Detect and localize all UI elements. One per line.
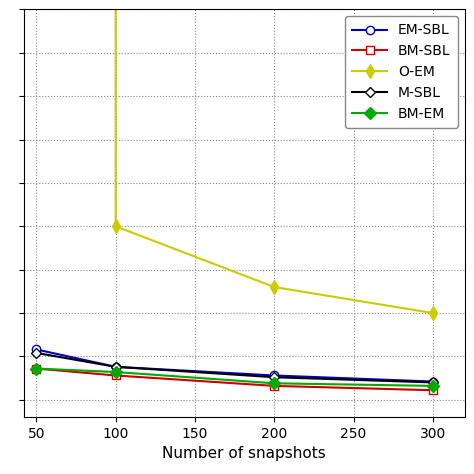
BM-EM <box>272 381 277 386</box>
BM-EM <box>430 383 436 389</box>
O-EM <box>113 223 118 229</box>
EM-SBL <box>272 373 277 378</box>
M-SBL <box>272 374 277 380</box>
EM-SBL <box>430 379 436 384</box>
EM-SBL <box>34 346 39 352</box>
O-EM <box>272 284 277 290</box>
M-SBL <box>430 380 436 385</box>
Line: M-SBL: M-SBL <box>33 349 436 386</box>
Line: O-EM: O-EM <box>32 0 438 318</box>
Line: BM-EM: BM-EM <box>32 365 437 390</box>
BM-SBL <box>430 387 436 393</box>
BM-EM <box>113 369 118 375</box>
M-SBL <box>34 350 39 356</box>
Line: EM-SBL: EM-SBL <box>32 345 437 386</box>
BM-SBL <box>272 383 277 389</box>
EM-SBL <box>113 364 118 370</box>
BM-SBL <box>113 373 118 378</box>
O-EM <box>430 310 436 316</box>
M-SBL <box>113 364 118 370</box>
BM-SBL <box>34 366 39 372</box>
Line: BM-SBL: BM-SBL <box>32 365 437 394</box>
BM-EM <box>34 366 39 372</box>
Legend: EM-SBL, BM-SBL, O-EM, M-SBL, BM-EM: EM-SBL, BM-SBL, O-EM, M-SBL, BM-EM <box>345 17 457 128</box>
X-axis label: Number of snapshots: Number of snapshots <box>162 447 326 461</box>
